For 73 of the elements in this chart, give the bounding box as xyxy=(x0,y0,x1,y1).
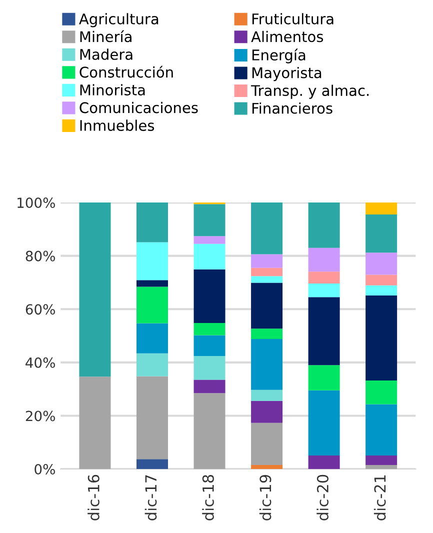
bar xyxy=(136,280,168,287)
bar xyxy=(308,455,340,470)
bar xyxy=(251,390,283,401)
bar xyxy=(308,297,340,366)
legend-label: Inmuebles xyxy=(80,120,154,131)
y-tick-label: 40% xyxy=(26,357,55,368)
bar xyxy=(251,202,283,254)
bar xyxy=(251,254,283,268)
bar xyxy=(251,465,283,470)
legend-label: Mayorista xyxy=(252,66,322,82)
x-tick-label: dic-21 xyxy=(374,475,386,520)
y-tick-label: 100% xyxy=(18,198,55,208)
bar xyxy=(194,356,226,380)
bar xyxy=(194,244,226,270)
bar xyxy=(366,404,398,456)
y-tick-label: 0% xyxy=(34,464,55,475)
bar xyxy=(136,242,168,280)
bar xyxy=(366,202,398,215)
bar xyxy=(136,353,168,376)
bar xyxy=(136,459,168,470)
bar xyxy=(366,285,398,296)
bar xyxy=(308,202,340,248)
bar xyxy=(308,248,340,272)
legend-label: Minorista xyxy=(80,84,145,96)
bar xyxy=(308,272,340,284)
x-tick-label: dic-16 xyxy=(88,474,100,520)
bar xyxy=(194,335,226,356)
bar xyxy=(366,380,398,404)
bar xyxy=(251,328,283,339)
bar xyxy=(366,455,398,466)
legend-label: Agricultura xyxy=(79,13,158,28)
legend-label: Financieros xyxy=(252,102,332,114)
bar xyxy=(79,202,111,377)
y-tick-label: 80% xyxy=(26,250,55,262)
bar xyxy=(366,252,398,275)
bar xyxy=(251,276,283,283)
bar xyxy=(136,376,168,460)
y-tick-label: 60% xyxy=(26,304,55,315)
bar xyxy=(136,323,168,354)
legend-label: Transp. y almac. xyxy=(250,84,369,99)
x-tick-label: dic-19 xyxy=(259,474,272,520)
legend-label: Construcción xyxy=(80,66,173,78)
bar xyxy=(308,284,340,298)
bar xyxy=(194,393,226,470)
bar xyxy=(366,214,398,253)
legend-label: Energía xyxy=(252,48,306,64)
bar xyxy=(251,268,283,276)
legend-label: Fruticultura xyxy=(252,13,334,24)
bar xyxy=(251,422,283,466)
bar xyxy=(136,202,168,242)
legend-label: Alimentos xyxy=(251,30,324,42)
bar xyxy=(308,390,340,456)
bar xyxy=(308,365,340,390)
bar xyxy=(366,465,398,470)
bar xyxy=(79,376,111,470)
y-tick-label: 20% xyxy=(26,410,55,422)
bar xyxy=(251,400,283,423)
bar xyxy=(251,282,283,329)
x-tick-label: dic-18 xyxy=(202,474,214,520)
bar xyxy=(194,204,226,236)
bar xyxy=(194,380,226,394)
legend-label: Madera xyxy=(80,48,132,60)
bar xyxy=(194,323,226,336)
legend-label: Comunicaciones xyxy=(80,102,198,114)
bar xyxy=(251,338,283,390)
x-tick-label: dic-17 xyxy=(144,475,157,520)
bar xyxy=(194,269,226,323)
bar xyxy=(366,296,398,381)
bar xyxy=(366,274,398,286)
bar xyxy=(136,286,168,324)
x-tick-label: dic-20 xyxy=(316,474,328,520)
bar xyxy=(194,236,226,244)
legend-label: Minería xyxy=(80,30,132,42)
